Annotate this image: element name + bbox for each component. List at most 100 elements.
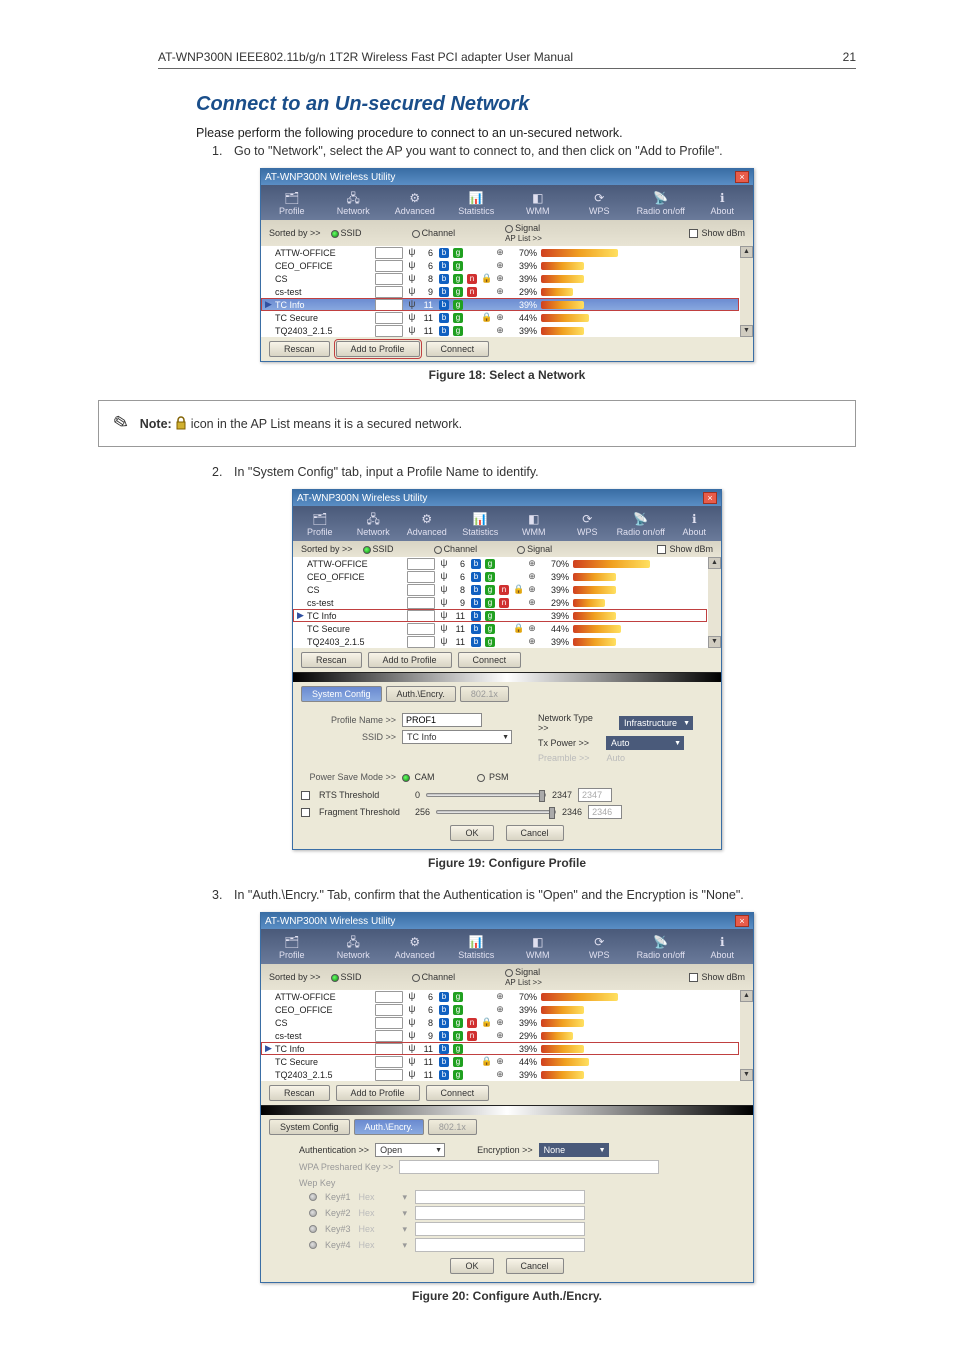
tab-auth-encry[interactable]: Auth.\Encry. (386, 686, 456, 702)
scroll-track[interactable] (740, 258, 753, 325)
tb-advanced[interactable]: ⚙Advanced (400, 508, 454, 539)
tb-about[interactable]: ℹAbout (668, 508, 722, 539)
ap-row[interactable]: CEO_OFFICEψ6bg⊕39% (261, 259, 739, 272)
tb-wmm[interactable]: ◧WMM (507, 508, 561, 539)
ssid-dropdown[interactable]: TC Info▼ (402, 730, 512, 744)
wpa-input[interactable] (399, 1160, 659, 1174)
tab-system-config[interactable]: System Config (269, 1119, 350, 1135)
frag-slider[interactable] (436, 810, 556, 814)
sort-signal[interactable]: SignalAP List >> (505, 223, 542, 243)
show-dbm-checkbox[interactable]: Show dBm (657, 544, 713, 554)
rts-checkbox[interactable] (301, 791, 310, 800)
tb-advanced[interactable]: ⚙Advanced (384, 187, 446, 218)
scroll-track[interactable] (740, 1002, 753, 1069)
scrollbar[interactable]: ▲▼ (708, 557, 721, 648)
tab-system-config[interactable]: System Config (301, 686, 382, 702)
tb-network[interactable]: 🖧Network (323, 187, 385, 218)
tb-profile[interactable]: 🗂Profile (261, 187, 323, 218)
frag-value-input[interactable] (588, 805, 622, 819)
tb-statistics[interactable]: 📊Statistics (446, 187, 508, 218)
auth-dropdown[interactable]: Open▼ (375, 1143, 445, 1157)
ap-row[interactable]: TC Secureψ11bg🔒⊕44% (293, 622, 707, 635)
ap-row[interactable]: CEO_OFFICEψ6bg⊕39% (293, 570, 707, 583)
rescan-button[interactable]: Rescan (269, 1085, 330, 1101)
ap-row[interactable]: ▶TC Infoψ11bg39% (293, 609, 707, 622)
tb-advanced[interactable]: ⚙Advanced (384, 931, 446, 962)
scroll-down-icon[interactable]: ▼ (740, 325, 753, 337)
chevron-down-icon[interactable]: ▾ (403, 1192, 408, 1203)
tb-wmm[interactable]: ◧WMM (507, 187, 569, 218)
sort-channel[interactable]: Channel (412, 228, 456, 238)
ap-row[interactable]: ATTW-OFFICEψ6bg⊕70% (261, 990, 739, 1003)
tb-wps[interactable]: ⟳WPS (569, 187, 631, 218)
ok-button[interactable]: OK (450, 1258, 493, 1274)
scroll-up-icon[interactable]: ▲ (740, 246, 753, 258)
ap-row[interactable]: ATTW-OFFICEψ6bg⊕70% (293, 557, 707, 570)
cancel-button[interactable]: Cancel (506, 825, 564, 841)
ap-row[interactable]: CSψ8bgn🔒⊕39% (261, 1016, 739, 1029)
ap-row[interactable]: TQ2403_2.1.5ψ11bg⊕39% (293, 635, 707, 648)
enc-dropdown[interactable]: None▼ (539, 1143, 609, 1157)
sort-ssid[interactable]: SSID (331, 228, 362, 238)
chevron-down-icon[interactable]: ▾ (403, 1224, 408, 1235)
ap-row[interactable]: ▶TC Infoψ11bg39% (261, 1042, 739, 1055)
ap-row[interactable]: ▶TC Infoψ11bg39% (261, 298, 739, 311)
sort-ssid[interactable]: SSID (331, 972, 362, 982)
radio-icon[interactable] (309, 1193, 317, 1201)
tb-about[interactable]: ℹAbout (692, 931, 754, 962)
chevron-down-icon[interactable]: ▾ (403, 1240, 408, 1251)
cancel-button[interactable]: Cancel (506, 1258, 564, 1274)
ap-row[interactable]: ATTW-OFFICEψ6bg⊕70% (261, 246, 739, 259)
connect-button[interactable]: Connect (458, 652, 522, 668)
slider-thumb[interactable] (539, 790, 545, 802)
sort-ssid[interactable]: SSID (363, 544, 394, 554)
scrollbar[interactable]: ▲▼ (740, 990, 753, 1081)
rts-value-input[interactable] (578, 788, 612, 802)
scroll-track[interactable] (708, 569, 721, 636)
tb-statistics[interactable]: 📊Statistics (446, 931, 508, 962)
scroll-up-icon[interactable]: ▲ (740, 990, 753, 1002)
ap-row[interactable]: CEO_OFFICEψ6bg⊕39% (261, 1003, 739, 1016)
cam-radio[interactable]: CAM (402, 772, 435, 782)
ap-row[interactable]: cs-testψ9bgn⊕29% (261, 285, 739, 298)
show-dbm-checkbox[interactable]: Show dBm (689, 972, 745, 982)
add-to-profile-button[interactable]: Add to Profile (368, 652, 452, 668)
tb-about[interactable]: ℹAbout (692, 187, 754, 218)
tb-radio[interactable]: 📡Radio on/off (614, 508, 668, 539)
radio-icon[interactable] (309, 1241, 317, 1249)
wep-input[interactable] (415, 1206, 585, 1220)
tb-wmm[interactable]: ◧WMM (507, 931, 569, 962)
ap-row[interactable]: TQ2403_2.1.5ψ11bg⊕39% (261, 324, 739, 337)
tb-wps[interactable]: ⟳WPS (561, 508, 615, 539)
radio-icon[interactable] (309, 1209, 317, 1217)
tb-network[interactable]: 🖧Network (347, 508, 401, 539)
wep-input[interactable] (415, 1222, 585, 1236)
sort-channel[interactable]: Channel (412, 972, 456, 982)
network-type-dropdown[interactable]: Infrastructure▼ (619, 716, 693, 730)
close-icon[interactable]: × (703, 492, 717, 504)
ap-row[interactable]: TC Secureψ11bg🔒⊕44% (261, 311, 739, 324)
frag-checkbox[interactable] (301, 808, 310, 817)
close-icon[interactable]: × (735, 171, 749, 183)
connect-button[interactable]: Connect (426, 1085, 490, 1101)
tb-profile[interactable]: 🗂Profile (261, 931, 323, 962)
tx-power-dropdown[interactable]: Auto▼ (606, 736, 684, 750)
tab-8021x[interactable]: 802.1x (460, 686, 509, 702)
tab-8021x[interactable]: 802.1x (428, 1119, 477, 1135)
wep-input[interactable] (415, 1190, 585, 1204)
wep-input[interactable] (415, 1238, 585, 1252)
tb-statistics[interactable]: 📊Statistics (454, 508, 508, 539)
profile-name-input[interactable] (402, 713, 482, 727)
tb-radio[interactable]: 📡Radio on/off (630, 931, 692, 962)
add-to-profile-button[interactable]: Add to Profile (336, 1085, 420, 1101)
sort-channel[interactable]: Channel (434, 544, 478, 554)
connect-button[interactable]: Connect (426, 341, 490, 357)
ap-row[interactable]: TQ2403_2.1.5ψ11bg⊕39% (261, 1068, 739, 1081)
ap-row[interactable]: CSψ8bgn🔒⊕39% (293, 583, 707, 596)
add-to-profile-button[interactable]: Add to Profile (336, 341, 420, 357)
ap-row[interactable]: CSψ8bgn🔒⊕39% (261, 272, 739, 285)
sort-signal[interactable]: Signal (517, 544, 552, 554)
tb-wps[interactable]: ⟳WPS (569, 931, 631, 962)
close-icon[interactable]: × (735, 915, 749, 927)
tb-profile[interactable]: 🗂Profile (293, 508, 347, 539)
